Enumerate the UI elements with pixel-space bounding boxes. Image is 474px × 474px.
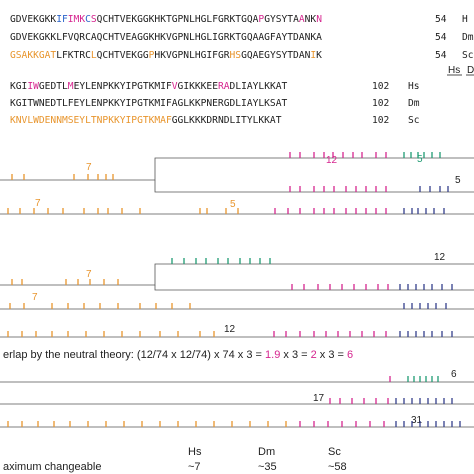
residue-segment: GDVEKGKKLFVQRCAQCHTVEAGGKHKVGPNLHGLIGRKT… xyxy=(10,32,322,43)
residue-segment: K xyxy=(316,50,322,61)
residue-segment: GYSYTA xyxy=(264,14,299,25)
panel-b: 7 7 12 12 xyxy=(0,252,474,338)
count-label-12: 12 xyxy=(326,155,338,166)
residue-segment: L xyxy=(91,50,97,61)
residue-segment: GDVEKGKK xyxy=(10,14,56,25)
residue-segment: KGI xyxy=(10,81,27,92)
formula-value-1: 1.9 xyxy=(265,349,280,361)
alignment-row-sc-1: GSAKKGATLFKTRCLQCHTVEKGGPHKVGPNLHGIFGRHS… xyxy=(10,50,322,61)
alignment-row-dm-1: GDVEKGKKLFVQRCAQCHTVEAGGKHKVGPNLHGLIGRKT… xyxy=(10,32,322,43)
residue-segment: GSAKKGAT xyxy=(10,50,56,61)
footer-val-hs: ~7 xyxy=(188,461,201,473)
footer-val-dm: ~35 xyxy=(258,461,277,473)
alignment-row-hs-1: GDVEKGKKIFIMKCSQCHTVEKGGKHKTGPNLHGLFGRKT… xyxy=(10,14,322,25)
residue-segment: HKVGPNLHGIFGR xyxy=(154,50,229,61)
substitution-ticks xyxy=(7,152,461,427)
residue-segment: GEDTL xyxy=(39,81,68,92)
species-label-hs-block1: H xyxy=(462,14,468,25)
residue-segment: QCHTVEKGGKHKTGPNLHGLFGRKTGQA xyxy=(97,14,259,25)
position-54-hs: 54 xyxy=(435,14,447,25)
count-label-7-lower: 7 xyxy=(35,198,41,209)
residue-segment: N xyxy=(316,14,322,25)
count-label-6: 6 xyxy=(451,369,457,380)
residue-segment: V xyxy=(172,81,178,92)
residue-segment: IW xyxy=(27,81,39,92)
panel-a: 7 12 5 7 5 5 xyxy=(0,154,474,215)
panel-c: 6 17 31 xyxy=(0,369,474,428)
count-label-12-b-mid: 12 xyxy=(224,324,236,335)
residue-segment: EYLENPKKYIPGTKMIF xyxy=(74,81,172,92)
residue-segment: LFKTRC xyxy=(56,50,91,61)
count-label-31: 31 xyxy=(411,415,423,426)
formula-value-3: 6 xyxy=(347,349,353,361)
residue-segment: HS xyxy=(230,50,242,61)
count-label-7-b-lower: 7 xyxy=(32,292,38,303)
count-label-7-top: 7 xyxy=(86,162,92,173)
footer-col-sc: Sc xyxy=(328,446,341,458)
residue-segment: M xyxy=(68,81,74,92)
position-54-sc: 54 xyxy=(435,50,447,61)
footer-col-hs: Hs xyxy=(188,446,202,458)
count-label-5-navy: 5 xyxy=(455,175,461,186)
branch-line-b-lower xyxy=(154,285,474,291)
branch-line-a-lower xyxy=(154,180,474,193)
count-label-17: 17 xyxy=(313,393,325,404)
residue-segment: GGLKKKDRNDLITYLKKAT xyxy=(172,115,282,126)
position-102-hs: 102 xyxy=(372,81,389,92)
count-label-7-b-top: 7 xyxy=(86,269,92,280)
residue-segment: KGITWNEDTLFEYLENPKKYIPGTKMIFAGLKKPNERGDL… xyxy=(10,98,287,109)
residue-segment: IMK xyxy=(68,14,86,25)
residue-segment: GQAEGYSYTDAN xyxy=(241,50,311,61)
footer-col-dm: Dm xyxy=(258,446,275,458)
residue-segment: NK xyxy=(305,14,317,25)
branch-line-a xyxy=(0,157,474,181)
residue-segment: KNVLWDENNMSEYLTNPKKYIPGTKMAF xyxy=(10,115,172,126)
neutral-theory-formula: erlap by the neutral theory: (12/74 x 12… xyxy=(3,349,353,361)
residue-segment: IF xyxy=(56,14,68,25)
residue-segment: QCHTVEKGG xyxy=(97,50,149,61)
species-label-dm-block1: Dm xyxy=(462,32,474,43)
residue-segment: I xyxy=(310,50,316,61)
position-102-sc: 102 xyxy=(372,115,389,126)
alignment-row-dm-2: KGITWNEDTLFEYLENPKKYIPGTKMIFAGLKKPNERGDL… xyxy=(10,98,287,109)
footer-val-sc: ~58 xyxy=(328,461,347,473)
position-54-dm: 54 xyxy=(435,32,447,43)
residue-segment: A xyxy=(299,14,305,25)
formula-sep-2: x 3 = xyxy=(317,349,347,361)
species-label-hs-block2: Hs xyxy=(408,81,420,92)
residue-segment: DLIAYLKKAT xyxy=(230,81,288,92)
footer-row-label: aximum changeable xyxy=(3,461,101,473)
species-label-sc-block2: Sc xyxy=(408,115,420,126)
formula-prefix: erlap by the neutral theory: (12/74 x 12… xyxy=(3,349,265,361)
species-label-sc-block1: Sc xyxy=(462,50,474,61)
species-label-dm-block2: Dm xyxy=(408,98,420,109)
alignment-row-sc-2: KNVLWDENNMSEYLTNPKKYIPGTKMAFGGLKKKDRNDLI… xyxy=(10,115,282,126)
footer-summary: Hs Dm Sc aximum changeable ~7 ~35 ~58 xyxy=(3,446,347,473)
column-header-d: D xyxy=(467,65,474,76)
alignment-row-hs-2: KGIIWGEDTLMEYLENPKKYIPGTKMIFVGIKKKEERADL… xyxy=(10,81,288,92)
residue-segment: C xyxy=(85,14,91,25)
residue-segment: P xyxy=(149,50,155,61)
sequence-alignment: GDVEKGKKIFIMKCSQCHTVEKGGKHKTGPNLHGLFGRKT… xyxy=(10,14,474,126)
count-label-5-orange: 5 xyxy=(230,199,236,210)
residue-segment: RA xyxy=(218,81,230,92)
residue-segment: P xyxy=(258,14,264,25)
count-label-5-green: 5 xyxy=(417,154,423,165)
count-label-12-b-right: 12 xyxy=(434,252,446,263)
column-header-hs: Hs xyxy=(448,65,460,76)
formula-value-2: 2 xyxy=(311,349,317,361)
position-102-dm: 102 xyxy=(372,98,389,109)
branch-line-b xyxy=(0,263,474,286)
formula-sep-1: x 3 = xyxy=(280,349,310,361)
residue-segment: GIKKKEE xyxy=(178,81,219,92)
residue-segment: S xyxy=(91,14,97,25)
